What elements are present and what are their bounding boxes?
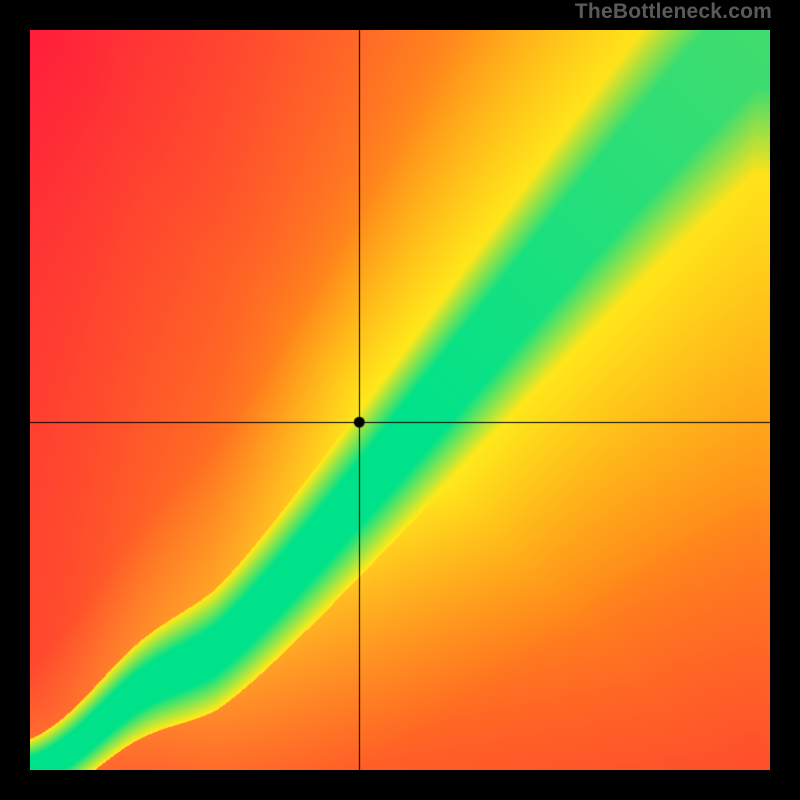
watermark-text: TheBottleneck.com: [575, 0, 772, 24]
plot-container: [30, 30, 770, 770]
heatmap-canvas: [30, 30, 770, 770]
chart-frame: TheBottleneck.com: [0, 0, 800, 800]
